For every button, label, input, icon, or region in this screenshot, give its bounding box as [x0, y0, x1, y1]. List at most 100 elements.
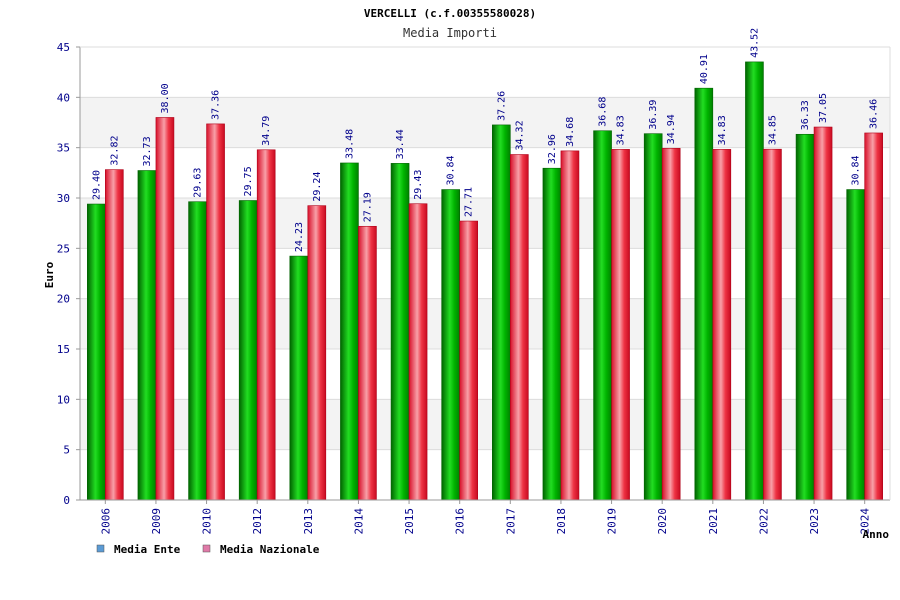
y-tick-label: 20: [57, 293, 70, 306]
x-tick-label: 2017: [504, 508, 517, 535]
y-tick-label: 30: [57, 192, 70, 205]
legend-label-media-nazionale: Media Nazionale: [220, 543, 320, 556]
x-tick-label: 2010: [201, 508, 214, 535]
bars: [87, 61, 883, 501]
x-tick-label: 2009: [150, 508, 163, 535]
bar-media-ente-2024: [846, 189, 865, 501]
bar-media-ente-2009: [137, 170, 157, 501]
data-label-media-nazionale-2009: 38.00: [160, 83, 171, 113]
y-tick-label: 45: [57, 41, 70, 54]
data-label-media-nazionale-2019: 34.83: [616, 115, 627, 145]
data-label-media-nazionale-2006: 32.82: [109, 136, 120, 166]
bar-media-ente-2017: [492, 124, 511, 501]
bar-media-nazionale-2015: [408, 203, 428, 501]
tick-labels: 0 5 10 15 20 25 30 35 40 45 29.40 32.82 2006 32.73 38.…: [57, 28, 880, 535]
data-label-media-nazionale-2012: 34.79: [261, 116, 272, 146]
data-label-media-ente-2024: 30.84: [851, 155, 862, 185]
x-tick-label: 2023: [808, 508, 821, 535]
data-label-media-nazionale-2024: 36.46: [869, 99, 880, 129]
y-axis-label: Euro: [43, 261, 56, 288]
data-label-media-nazionale-2016: 27.71: [464, 187, 475, 217]
bar-media-ente-2014: [340, 162, 359, 501]
bar-media-nazionale-2016: [459, 220, 478, 501]
y-tick-label: 15: [57, 343, 70, 356]
data-label-media-nazionale-2023: 37.05: [818, 93, 829, 123]
data-label-media-nazionale-2010: 37.36: [211, 90, 222, 120]
bar-media-nazionale-2009: [155, 117, 175, 501]
bar-media-ente-2021: [694, 87, 714, 501]
bar-media-ente-2022: [745, 61, 764, 501]
x-tick-label: 2018: [555, 508, 568, 535]
x-tick-label: 2016: [454, 508, 467, 535]
data-label-media-ente-2019: 36.68: [598, 97, 609, 127]
data-label-media-nazionale-2014: 27.19: [362, 192, 373, 222]
bar-media-ente-2020: [643, 133, 663, 501]
y-tick-label: 10: [57, 393, 70, 406]
legend-swatch-media-nazionale: [202, 544, 211, 553]
x-tick-label: 2014: [352, 508, 365, 535]
bar-media-nazionale-2010: [206, 123, 225, 501]
y-tick-label: 35: [57, 142, 70, 155]
data-label-media-nazionale-2015: 29.43: [413, 170, 424, 200]
data-label-media-ente-2018: 32.96: [547, 134, 558, 164]
bar-media-nazionale-2017: [510, 154, 529, 501]
bar-media-nazionale-2024: [864, 132, 883, 501]
bar-media-ente-2013: [289, 255, 309, 501]
data-label-media-ente-2014: 33.48: [344, 129, 355, 159]
x-tick-label: 2022: [757, 508, 770, 535]
data-label-media-ente-2015: 33.44: [395, 129, 406, 159]
bar-media-nazionale-2023: [813, 126, 833, 501]
plot-band: [80, 47, 890, 98]
bar-media-ente-2006: [87, 203, 106, 501]
y-tick-label: 25: [57, 242, 70, 255]
bar-media-ente-2016: [441, 189, 460, 501]
y-tick-label: 40: [57, 91, 70, 104]
data-label-media-nazionale-2022: 34.85: [767, 115, 778, 145]
x-tick-label: 2012: [251, 508, 264, 535]
x-tick-label: 2015: [403, 508, 416, 535]
data-label-media-ente-2020: 36.39: [648, 100, 659, 130]
chart-subtitle: Media Importi: [403, 26, 497, 40]
chart-title: VERCELLI (c.f.00355580028): [364, 7, 536, 20]
x-tick-label: 2024: [859, 508, 872, 535]
x-tick-label: 2020: [656, 508, 669, 535]
bar-media-ente-2018: [542, 167, 562, 501]
data-label-media-ente-2009: 32.73: [142, 136, 153, 166]
bar-media-nazionale-2018: [560, 150, 580, 501]
data-label-media-nazionale-2013: 29.24: [312, 172, 323, 202]
bar-media-ente-2010: [188, 201, 207, 501]
bar-media-ente-2019: [593, 130, 612, 501]
data-label-media-nazionale-2018: 34.68: [565, 117, 576, 147]
axes: [76, 46, 891, 504]
bar-media-ente-2015: [390, 163, 410, 501]
legend-swatch-media-ente: [96, 544, 105, 553]
x-tick-label: 2006: [99, 508, 112, 535]
x-axis-label: Anno: [863, 528, 890, 541]
data-label-media-ente-2021: 40.91: [699, 54, 710, 84]
data-label-media-nazionale-2017: 34.32: [514, 120, 525, 150]
bar-media-nazionale-2021: [712, 149, 732, 501]
bar-media-nazionale-2022: [763, 148, 782, 501]
bar-media-nazionale-2014: [358, 225, 377, 501]
data-label-media-ente-2023: 36.33: [800, 100, 811, 130]
x-tick-label: 2019: [606, 508, 619, 535]
data-label-media-ente-2013: 24.23: [294, 222, 305, 252]
data-label-media-ente-2017: 37.26: [496, 91, 507, 121]
bar-media-nazionale-2019: [611, 149, 630, 501]
y-tick-label: 0: [63, 494, 70, 507]
y-tick-label: 5: [63, 444, 70, 457]
data-label-media-ente-2016: 30.84: [446, 155, 457, 185]
legend-label-media-ente: Media Ente: [114, 543, 181, 556]
data-label-media-ente-2006: 29.40: [91, 170, 102, 200]
x-tick-label: 2021: [707, 508, 720, 535]
data-label-media-nazionale-2020: 34.94: [666, 114, 677, 144]
data-label-media-ente-2012: 29.75: [243, 166, 254, 196]
bar-media-nazionale-2013: [307, 205, 327, 501]
bar-media-ente-2023: [795, 133, 815, 501]
data-label-media-ente-2022: 43.52: [749, 28, 760, 58]
data-label-media-nazionale-2021: 34.83: [717, 115, 728, 145]
legend: Media Ente Media Nazionale: [96, 543, 320, 556]
bar-media-nazionale-2006: [105, 169, 124, 501]
bar-media-nazionale-2020: [661, 147, 681, 501]
